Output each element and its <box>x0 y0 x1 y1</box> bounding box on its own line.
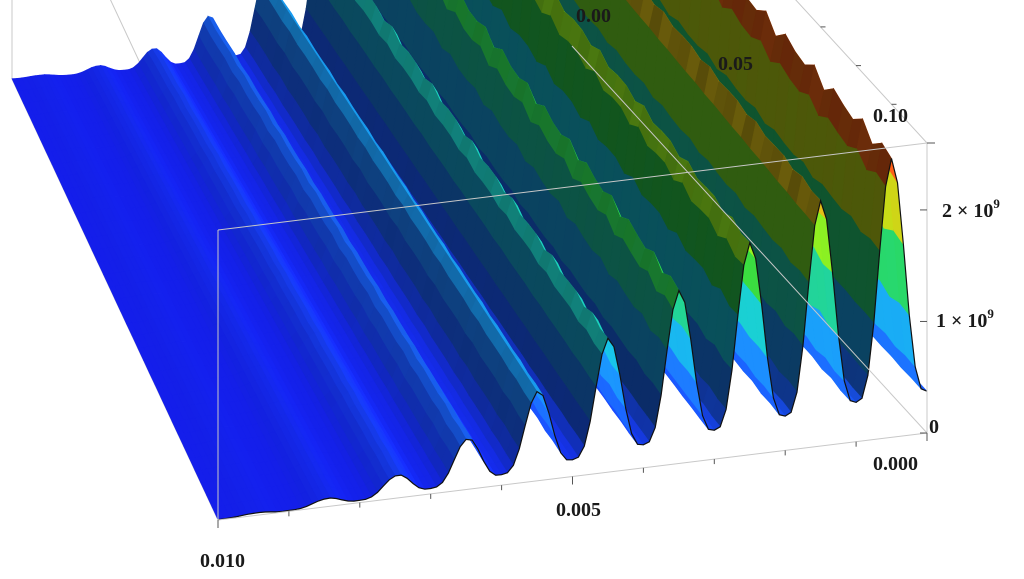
z-tick-label: 1 × 109 <box>936 306 994 332</box>
y-tick-label: 0.10 <box>873 105 908 127</box>
x-tick-label: 0.005 <box>556 499 601 521</box>
z-tick-label: 0 <box>929 416 939 438</box>
box-edge <box>795 0 928 144</box>
z-tick-base: 0 <box>929 416 939 438</box>
box-edge <box>571 45 928 434</box>
box-edge <box>217 142 928 231</box>
surface <box>11 0 928 521</box>
z-tick-exponent: 9 <box>987 306 994 321</box>
plot-box-front <box>217 0 928 521</box>
surface-front-outline <box>217 158 928 521</box>
z-tick-base: 1 × 10 <box>936 310 987 332</box>
z-tick-base: 2 × 10 <box>942 200 993 222</box>
x-tick-label: 0.010 <box>200 550 245 572</box>
x-tick-label: 0.000 <box>873 453 918 475</box>
axis-ticks <box>217 26 935 528</box>
z-tick-exponent: 9 <box>993 196 1000 211</box>
y-tick-label: 0.05 <box>718 53 753 75</box>
z-tick-label: 2 × 109 <box>942 196 1000 222</box>
y-tick-label: 0.00 <box>576 5 611 27</box>
surface-patch <box>409 0 419 14</box>
